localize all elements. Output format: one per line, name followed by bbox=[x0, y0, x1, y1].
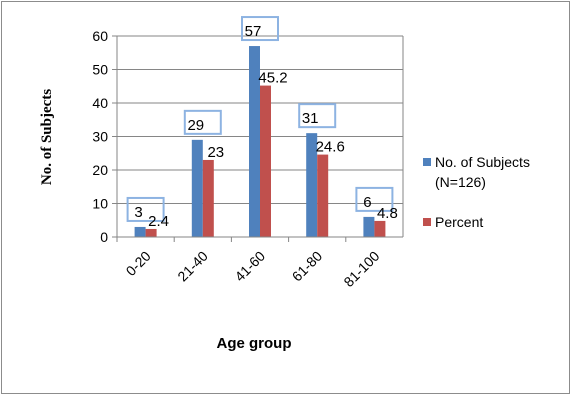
callout-box-3 bbox=[298, 103, 337, 129]
bar-1-4 bbox=[374, 220, 386, 237]
y-tick-label-4: 40 bbox=[92, 95, 108, 111]
bar-0-3 bbox=[306, 133, 318, 237]
callout-box-2 bbox=[241, 16, 279, 42]
y-tick-label-3: 30 bbox=[92, 129, 108, 145]
legend-label-0-1: (N=126) bbox=[435, 174, 486, 190]
legend-label-0-0: No. of Subjects bbox=[435, 154, 530, 170]
bar-1-3 bbox=[317, 154, 329, 237]
data-label-0-1: 29 bbox=[187, 117, 204, 134]
bar-0-2 bbox=[249, 46, 260, 237]
data-label-0-0: 3 bbox=[134, 204, 142, 221]
legend-swatch-1 bbox=[423, 218, 431, 226]
y-tick-label-2: 20 bbox=[92, 162, 108, 178]
data-label-0-4: 6 bbox=[363, 194, 371, 211]
x-tick-label-3: 61-80 bbox=[289, 248, 326, 285]
data-label-0-3: 31 bbox=[302, 110, 319, 127]
bar-0-4 bbox=[363, 216, 375, 237]
data-label-1-1: 23 bbox=[207, 144, 224, 161]
legend-swatch-0 bbox=[423, 158, 431, 166]
data-label-1-3: 24.6 bbox=[316, 139, 345, 156]
data-label-callouts bbox=[126, 16, 394, 222]
bar-0-1 bbox=[191, 139, 203, 237]
bar-1-1 bbox=[202, 159, 214, 237]
data-label-1-2: 45.2 bbox=[258, 70, 287, 87]
y-axis-ticks: 0 10 20 30 40 50 60 bbox=[92, 28, 117, 245]
y-axis-title: No. of Subjects bbox=[39, 89, 55, 185]
callout-box-4 bbox=[355, 186, 394, 212]
x-tick-label-2: 41-60 bbox=[231, 248, 268, 285]
bar-1-0 bbox=[145, 228, 157, 237]
data-label-1-0: 2.4 bbox=[148, 213, 169, 230]
y-tick-label-1: 10 bbox=[92, 196, 108, 212]
y-tick-label-5: 50 bbox=[92, 62, 108, 78]
callout-box-1 bbox=[183, 109, 222, 135]
x-tick-label-4: 81-100 bbox=[340, 248, 382, 290]
x-tick-label-1: 21-40 bbox=[174, 248, 211, 285]
legend-label-1-0: Percent bbox=[435, 214, 483, 230]
x-axis-ticks: 0-20 21-40 41-60 61-80 81-100 bbox=[116, 237, 383, 290]
callout-box-0 bbox=[126, 196, 165, 222]
bar-1-2 bbox=[260, 85, 271, 237]
legend: No. of Subjects (N=126) Percent bbox=[423, 154, 530, 230]
y-tick-label-0: 0 bbox=[100, 229, 108, 245]
data-label-1-4: 4.8 bbox=[377, 205, 398, 222]
y-tick-label-6: 60 bbox=[92, 28, 108, 44]
x-axis-title: Age group bbox=[217, 335, 292, 352]
bars bbox=[134, 46, 386, 237]
data-label-0-2: 57 bbox=[245, 23, 262, 40]
bar-0-0 bbox=[134, 226, 146, 237]
x-tick-label-0: 0-20 bbox=[123, 248, 154, 279]
